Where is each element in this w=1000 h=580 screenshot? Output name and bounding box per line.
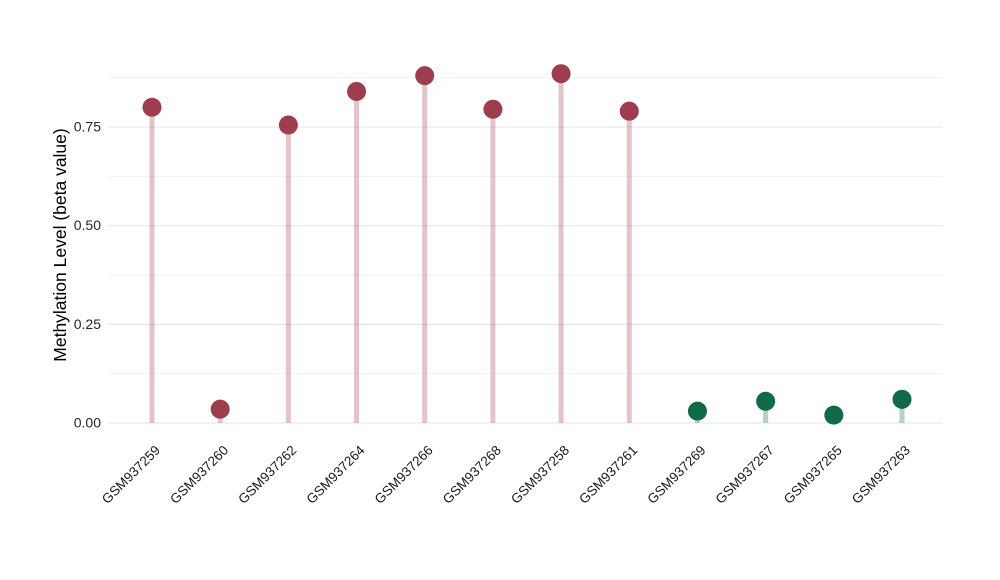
x-tick-label: GSM937269	[644, 443, 708, 507]
x-tick-label: GSM937264	[303, 442, 368, 507]
y-tick-label: 0.25	[74, 316, 101, 332]
y-axis-title: Methylation Level (beta value)	[50, 128, 70, 361]
lollipop-point	[687, 401, 707, 421]
x-tick-label: GSM937260	[167, 443, 231, 507]
gridlines	[108, 77, 943, 424]
x-tick-label: GSM937268	[440, 443, 504, 507]
x-tick-label: GSM937262	[235, 443, 299, 507]
y-axis-tick-labels: 0.00 0.25 0.50 0.75	[74, 118, 101, 430]
x-tick-label: GSM937265	[781, 443, 845, 507]
lollipop-point	[619, 101, 639, 121]
x-tick-label: GSM937266	[372, 443, 436, 507]
lollipop-point	[824, 405, 844, 425]
lollipop-points	[142, 64, 912, 425]
y-tick-label: 0.75	[74, 118, 101, 134]
lollipop-point	[483, 99, 503, 119]
lollipop-point	[892, 389, 912, 409]
lollipop-point	[415, 66, 435, 86]
y-tick-label: 0.00	[74, 415, 101, 431]
lollipop-stems	[149, 73, 905, 423]
lollipop-point	[278, 115, 298, 135]
lollipop-point	[756, 391, 776, 411]
lollipop-point	[210, 399, 230, 419]
x-tick-label: GSM937267	[713, 443, 777, 507]
x-tick-label: GSM937261	[576, 443, 640, 507]
lollipop-point	[347, 81, 367, 101]
x-tick-label: GSM937263	[849, 443, 913, 507]
x-tick-label: GSM937259	[99, 443, 163, 507]
x-axis-tick-labels: GSM937259 GSM937260 GSM937262 GSM937264 GSM9…	[99, 442, 913, 507]
lollipop-point	[142, 97, 162, 117]
x-tick-label: GSM937258	[508, 443, 572, 507]
lollipop-point	[551, 64, 571, 84]
y-tick-label: 0.50	[74, 217, 101, 233]
